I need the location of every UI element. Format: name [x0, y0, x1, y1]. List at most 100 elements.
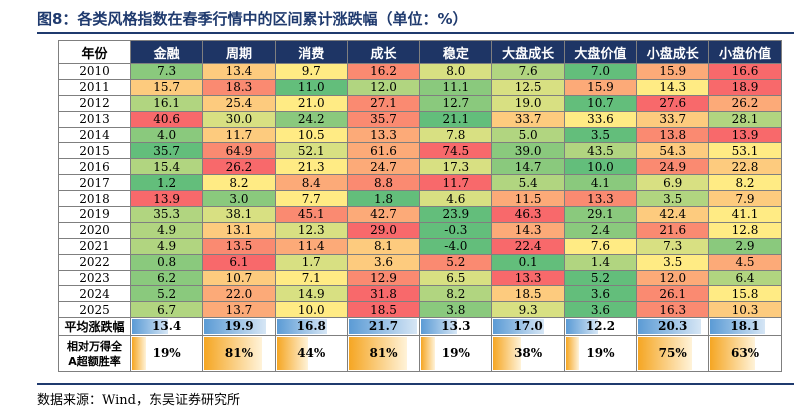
- table-row: 2010 7.3 13.4 9.7 16.2 8.0 7.6 7.0 15.9 16.6: [58, 63, 782, 80]
- average-value: 13.3: [441, 319, 471, 334]
- table-cell: 13.4: [202, 63, 276, 80]
- table-cell: 24.2: [274, 110, 348, 128]
- average-cell: 12.2: [563, 317, 638, 337]
- table-cell: 24.7: [346, 158, 421, 176]
- table-cell: 5.0: [491, 126, 565, 144]
- average-value: 17.0: [513, 319, 543, 334]
- table-cell: 3.6: [563, 285, 638, 303]
- win-rate-cell: 19%: [419, 335, 493, 373]
- table-cell: 7.7: [274, 190, 348, 208]
- table-cell: 42.4: [636, 206, 710, 223]
- table-header-row: 年份 金融 周期 消费 成长 稳定 大盘成长 大盘价值 小盘成长 小盘价值: [58, 40, 782, 64]
- table-cell: 8.0: [419, 63, 493, 80]
- table-cell: 10.7: [202, 269, 276, 287]
- table-cell: 10.0: [274, 301, 348, 319]
- average-bar: [421, 319, 457, 335]
- table-cell: 13.3: [346, 126, 421, 144]
- win-rate-value: 81%: [224, 346, 253, 361]
- average-value: 18.1: [730, 319, 760, 334]
- table-cell: 8.1: [346, 237, 421, 255]
- win-rate-cell: 19%: [563, 335, 638, 373]
- win-rate-cell: 63%: [708, 335, 782, 373]
- table-cell: 16.3: [636, 301, 710, 319]
- win-rate-value: 19%: [586, 346, 615, 361]
- table-cell: 13.9: [708, 126, 782, 144]
- table-cell: 16.1: [129, 94, 204, 112]
- win-rate-bar: [348, 337, 407, 371]
- header-col-2: 周期: [202, 40, 276, 64]
- average-bar: [710, 319, 766, 335]
- table-cell: 11.7: [419, 174, 493, 192]
- bottom-rule: [37, 383, 794, 385]
- table-cell: 42.7: [346, 206, 421, 223]
- table-row: 2018 13.9 3.0 7.7 1.8 4.6 11.5 13.3 3.5 7.9: [58, 190, 782, 208]
- average-bar: [565, 319, 598, 335]
- table-cell: 18.5: [491, 285, 565, 303]
- table-cell: 5.2: [419, 253, 493, 271]
- table-cell: 21.0: [274, 94, 348, 112]
- table-cell: 15.7: [129, 78, 204, 96]
- table-cell: 6.2: [129, 269, 204, 287]
- table-cell: 8.2: [202, 174, 276, 192]
- win-rate-bar: [710, 337, 756, 371]
- table-cell: 5.4: [491, 174, 565, 192]
- table-cell: 10.7: [563, 94, 638, 112]
- table-cell: 12.9: [346, 269, 421, 287]
- table-cell: 11.4: [274, 237, 348, 255]
- table-cell: 3.6: [563, 301, 638, 319]
- table-cell: 7.0: [563, 63, 638, 80]
- row-year: 2010: [58, 63, 131, 80]
- table-cell: 4.5: [708, 253, 782, 271]
- table-cell: 35.7: [129, 142, 204, 160]
- table-cell: 11.5: [491, 190, 565, 208]
- style-index-table: 年份 金融 周期 消费 成长 稳定 大盘成长 大盘价值 小盘成长 小盘价值 2010 7.3 13.4…: [58, 40, 782, 373]
- table-cell: 4.1: [563, 174, 638, 192]
- win-rate-value: 19%: [441, 346, 470, 361]
- table-row: 2014 4.0 11.7 10.5 13.3 7.8 5.0 3.5 13.8 13.9: [58, 126, 782, 144]
- table-row: 2022 0.8 6.1 1.7 3.6 5.2 0.1 1.4 3.5 4.5: [58, 253, 782, 271]
- row-year: 2011: [58, 78, 131, 96]
- row-year: 2012: [58, 94, 131, 112]
- row-year: 2021: [58, 237, 131, 255]
- table-row: 2016 15.4 26.2 21.3 24.7 17.3 14.7 10.0 24.9 22.8: [58, 158, 782, 176]
- table-row: 2024 5.2 22.0 14.9 31.8 8.2 18.5 3.6 26.1 15.8: [58, 285, 782, 303]
- table-cell: 6.9: [636, 174, 710, 192]
- table-cell: 26.1: [636, 285, 710, 303]
- table-row: 2015 35.7 64.9 52.1 61.6 74.5 39.0 43.5 54.3 53.1: [58, 142, 782, 160]
- table-cell: 11.1: [419, 78, 493, 96]
- table-row: 2023 6.2 10.7 7.1 12.9 6.5 13.3 5.2 12.0 6.4: [58, 269, 782, 287]
- average-value: 21.7: [368, 319, 399, 334]
- average-bar: [276, 319, 327, 335]
- table-cell: 7.8: [419, 126, 493, 144]
- table-cell: 12.0: [346, 78, 421, 96]
- table-cell: 12.8: [708, 221, 782, 239]
- table-cell: 6.5: [419, 269, 493, 287]
- table-cell: 1.7: [274, 253, 348, 271]
- table-cell: 25.4: [202, 94, 276, 112]
- table-cell: 3.5: [636, 190, 710, 208]
- table-cell: 22.0: [202, 285, 276, 303]
- table-cell: 54.3: [636, 142, 710, 160]
- table-cell: 22.8: [708, 158, 782, 176]
- win-rate-cell: 75%: [636, 335, 710, 373]
- average-value: 12.2: [585, 319, 616, 334]
- table-cell: 17.3: [419, 158, 493, 176]
- header-col-1: 金融: [129, 40, 204, 64]
- win-rate-value: 75%: [658, 346, 687, 361]
- win-rate-bar: [132, 337, 146, 371]
- table-cell: 14.3: [491, 221, 565, 239]
- win-rate-bar: [638, 337, 692, 371]
- row-year: 2017: [58, 174, 131, 192]
- table-cell: 18.5: [346, 301, 421, 319]
- average-bar: [132, 319, 168, 335]
- average-bar: [638, 319, 701, 335]
- table-cell: 6.4: [708, 269, 782, 287]
- table-cell: 1.4: [563, 253, 638, 271]
- table-cell: 64.9: [202, 142, 276, 160]
- table-cell: -4.0: [419, 237, 493, 255]
- row-year: 2013: [58, 110, 131, 128]
- row-year: 2016: [58, 158, 131, 176]
- table-cell: 3.8: [419, 301, 493, 319]
- row-year: 2018: [58, 190, 131, 208]
- row-year: 2014: [58, 126, 131, 144]
